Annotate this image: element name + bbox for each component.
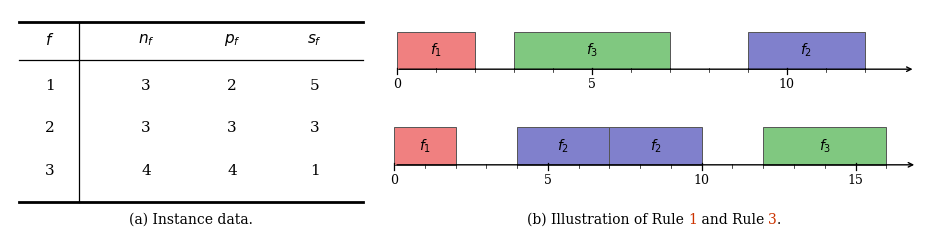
Bar xyxy=(394,127,456,165)
Text: 0: 0 xyxy=(390,174,398,187)
Text: 3: 3 xyxy=(141,79,151,93)
Text: 15: 15 xyxy=(848,174,864,187)
Text: 0: 0 xyxy=(393,78,400,91)
Text: $f_2$: $f_2$ xyxy=(558,137,569,155)
Text: $f_3$: $f_3$ xyxy=(819,137,831,155)
Text: $f_1$: $f_1$ xyxy=(419,137,431,155)
Text: $f$: $f$ xyxy=(45,32,55,49)
Text: 10: 10 xyxy=(693,174,709,187)
Text: $f_1$: $f_1$ xyxy=(430,42,442,59)
Text: 3: 3 xyxy=(310,122,319,136)
Text: .: . xyxy=(777,213,782,227)
Text: 1: 1 xyxy=(688,213,697,227)
Text: 1: 1 xyxy=(310,164,319,178)
Text: and Rule: and Rule xyxy=(697,213,769,227)
Bar xyxy=(517,127,609,165)
Text: 4: 4 xyxy=(141,164,151,178)
Bar xyxy=(763,127,886,165)
Bar xyxy=(397,32,475,69)
Text: 10: 10 xyxy=(779,78,795,91)
Bar xyxy=(748,32,865,69)
Text: $f_2$: $f_2$ xyxy=(650,137,661,155)
Text: $n_f$: $n_f$ xyxy=(138,33,154,48)
Text: 3: 3 xyxy=(141,122,151,136)
Text: 4: 4 xyxy=(227,164,237,178)
Bar xyxy=(513,32,670,69)
Text: (a) Instance data.: (a) Instance data. xyxy=(129,213,252,227)
Text: $f_3$: $f_3$ xyxy=(586,42,598,59)
Bar xyxy=(609,127,702,165)
Text: $p_f$: $p_f$ xyxy=(224,32,240,49)
Text: 3: 3 xyxy=(227,122,237,136)
Text: 5: 5 xyxy=(544,174,552,187)
Text: 2: 2 xyxy=(45,122,55,136)
Text: 3: 3 xyxy=(45,164,55,178)
Text: 3: 3 xyxy=(769,213,777,227)
Text: 5: 5 xyxy=(310,79,319,93)
Text: $s_f$: $s_f$ xyxy=(307,33,322,48)
Text: 1: 1 xyxy=(45,79,55,93)
Text: 2: 2 xyxy=(227,79,237,93)
Text: 5: 5 xyxy=(588,78,595,91)
Text: (b) Illustration of Rule: (b) Illustration of Rule xyxy=(527,213,688,227)
Text: $f_2$: $f_2$ xyxy=(800,42,812,59)
